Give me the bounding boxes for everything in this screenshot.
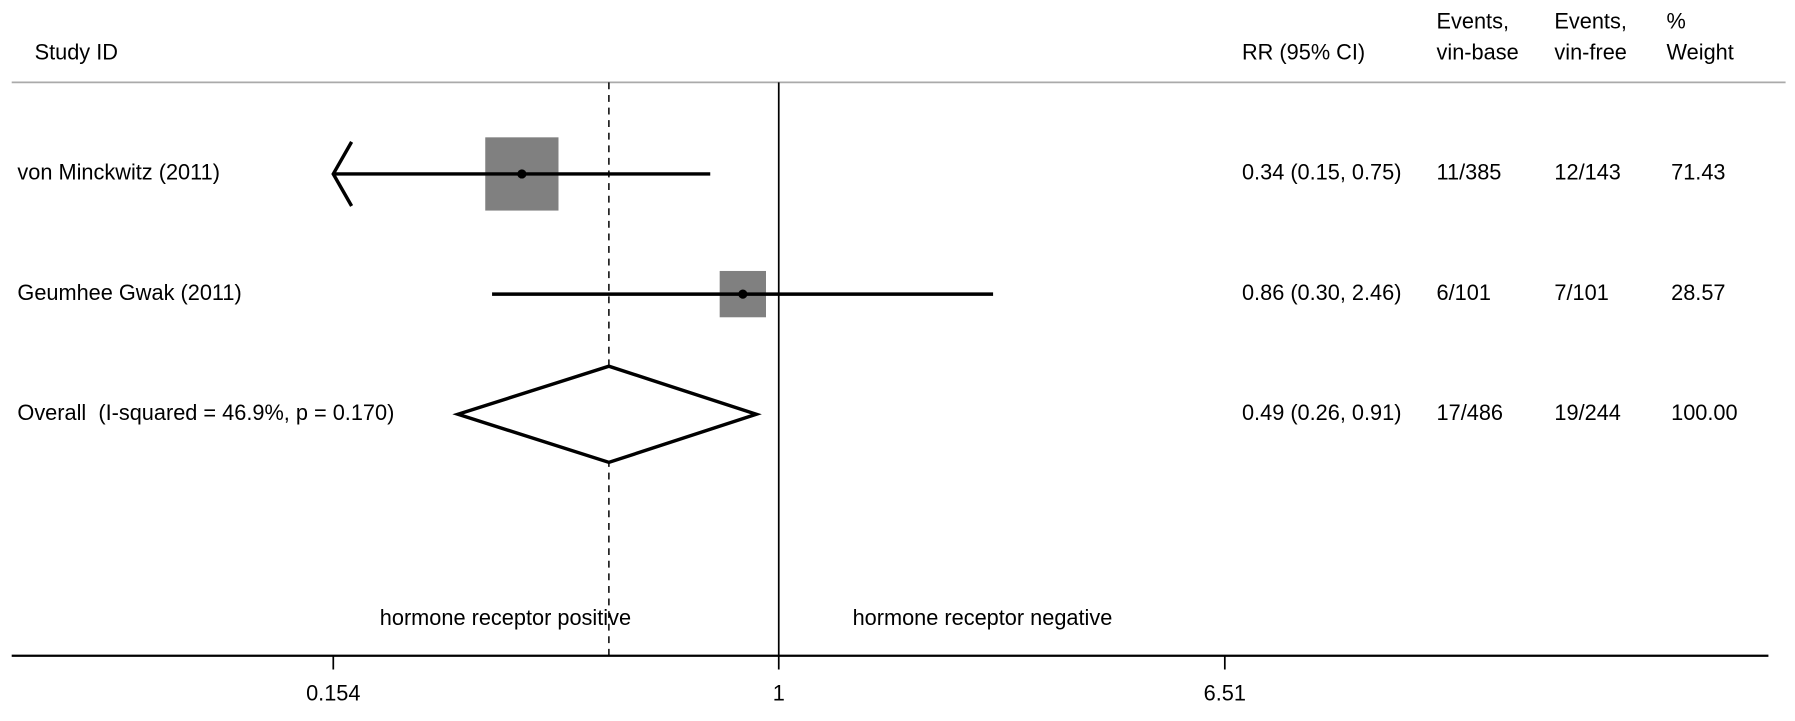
estimate-label: 0.49 (0.26, 0.91): [1242, 400, 1402, 425]
events-base: 17/486: [1437, 400, 1503, 425]
events-base: 11/385: [1437, 160, 1502, 185]
study-name: Geumhee Gwak (2011): [17, 280, 241, 305]
overall-diamond: [452, 364, 762, 465]
x-tick-label: 1: [773, 680, 785, 705]
point-estimate: [738, 289, 748, 299]
weight-label: 28.57: [1671, 280, 1725, 305]
annotation-left: hormone receptor positive: [380, 605, 631, 630]
overall-name: Overall (I-squared = 46.9%, p = 0.170): [17, 400, 394, 425]
events-free: 19/244: [1554, 400, 1620, 425]
estimate-label: 0.86 (0.30, 2.46): [1242, 280, 1402, 305]
header-events-base: Events,: [1437, 9, 1509, 34]
header-events-free: vin-free: [1554, 40, 1626, 65]
ci-arrow: [331, 141, 354, 207]
study-name: von Minckwitz (2011): [17, 160, 220, 185]
weight-label: 71.43: [1671, 160, 1725, 185]
header-study: Study ID: [35, 40, 118, 65]
events-base: 6/101: [1437, 280, 1491, 305]
estimate-label: 0.34 (0.15, 0.75): [1242, 160, 1402, 185]
x-tick-label: 0.154: [306, 680, 360, 705]
events-free: 12/143: [1554, 160, 1620, 185]
header-events-free: Events,: [1554, 9, 1626, 34]
annotation-right: hormone receptor negative: [853, 605, 1113, 630]
events-free: 7/101: [1554, 280, 1608, 305]
x-tick-label: 6.51: [1204, 680, 1246, 705]
weight-label: 100.00: [1671, 400, 1737, 425]
point-estimate: [517, 169, 527, 179]
header-weight: %: [1667, 9, 1686, 34]
header-events-base: vin-base: [1437, 40, 1519, 65]
header-weight: Weight: [1667, 40, 1734, 65]
header-estimate: RR (95% CI): [1242, 40, 1365, 65]
